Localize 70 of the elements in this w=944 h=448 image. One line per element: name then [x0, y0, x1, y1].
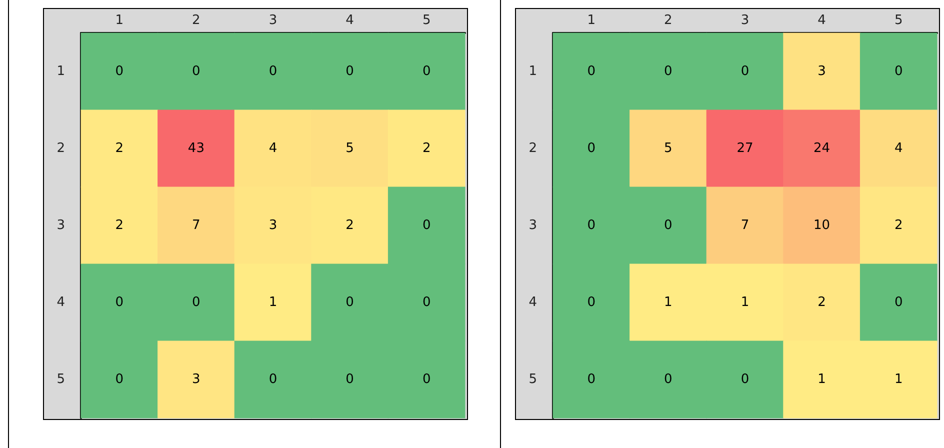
y-tick-label: 1 [528, 64, 537, 79]
data-label: 0 [346, 295, 354, 310]
data-label: 0 [740, 372, 750, 387]
data-label: 0 [664, 218, 672, 233]
y-tick-label: 1 [56, 64, 65, 79]
y-tick-label: 3 [56, 218, 65, 233]
data-label: 0 [346, 372, 354, 387]
x-tick-label: 5 [894, 13, 903, 28]
x-tick-label: 2 [192, 13, 200, 28]
x-tick-label: 5 [422, 13, 431, 28]
data-label: 0 [587, 295, 596, 310]
data-label: 0 [587, 372, 596, 387]
y-tick-label: 4 [528, 295, 537, 310]
y-tick-label: 2 [56, 141, 65, 156]
x-tick-label: 1 [587, 13, 596, 28]
y-tick-label: 5 [528, 372, 537, 387]
x-tick-label: 1 [115, 13, 124, 28]
data-label: 0 [587, 218, 596, 233]
data-label: 43 [188, 141, 204, 156]
data-label: 1 [818, 372, 826, 387]
data-label: 0 [115, 64, 124, 79]
data-label: 0 [664, 372, 672, 387]
y-tick-label: 2 [528, 141, 537, 156]
x-tick-label: 4 [346, 13, 354, 28]
data-label: 0 [346, 64, 354, 79]
data-label: 3 [818, 64, 826, 79]
data-label: 10 [814, 218, 830, 233]
data-label: 0 [115, 372, 124, 387]
data-label: 0 [422, 295, 431, 310]
data-label: 3 [268, 218, 278, 233]
data-label: 4 [268, 141, 278, 156]
data-label: 2 [894, 218, 903, 233]
data-label: 5 [346, 141, 354, 156]
data-label: 1 [268, 295, 278, 310]
data-label: 0 [192, 64, 200, 79]
data-label: 2 [346, 218, 354, 233]
y-tick-label: 5 [56, 372, 65, 387]
data-label: 0 [422, 372, 431, 387]
data-label: 27 [736, 141, 754, 156]
data-label: 0 [894, 64, 903, 79]
y-tick-label: 3 [528, 218, 537, 233]
x-tick-label: 3 [740, 13, 750, 28]
x-tick-label: 2 [664, 13, 672, 28]
data-label: 0 [587, 64, 596, 79]
data-label: 3 [192, 372, 200, 387]
data-label: 0 [422, 64, 431, 79]
data-label: 0 [587, 141, 596, 156]
data-label: 2 [115, 218, 124, 233]
data-label: 1 [894, 372, 903, 387]
data-label: 1 [664, 295, 672, 310]
data-label: 0 [740, 64, 750, 79]
data-label: 0 [268, 372, 278, 387]
data-label: 0 [268, 64, 278, 79]
data-label: 2 [818, 295, 826, 310]
data-label: 2 [115, 141, 124, 156]
data-label: 0 [422, 218, 431, 233]
data-label: 2 [422, 141, 431, 156]
data-label: 24 [814, 141, 830, 156]
x-tick-label: 3 [268, 13, 278, 28]
data-label: 0 [115, 295, 124, 310]
x-tick-label: 4 [818, 13, 826, 28]
data-label: 5 [664, 141, 672, 156]
data-label: 0 [664, 64, 672, 79]
data-label: 0 [192, 295, 200, 310]
y-tick-label: 4 [56, 295, 65, 310]
data-label: 7 [192, 218, 200, 233]
data-label: 1 [740, 295, 750, 310]
data-label: 0 [894, 295, 903, 310]
data-label: 7 [740, 218, 750, 233]
data-label: 4 [894, 141, 903, 156]
